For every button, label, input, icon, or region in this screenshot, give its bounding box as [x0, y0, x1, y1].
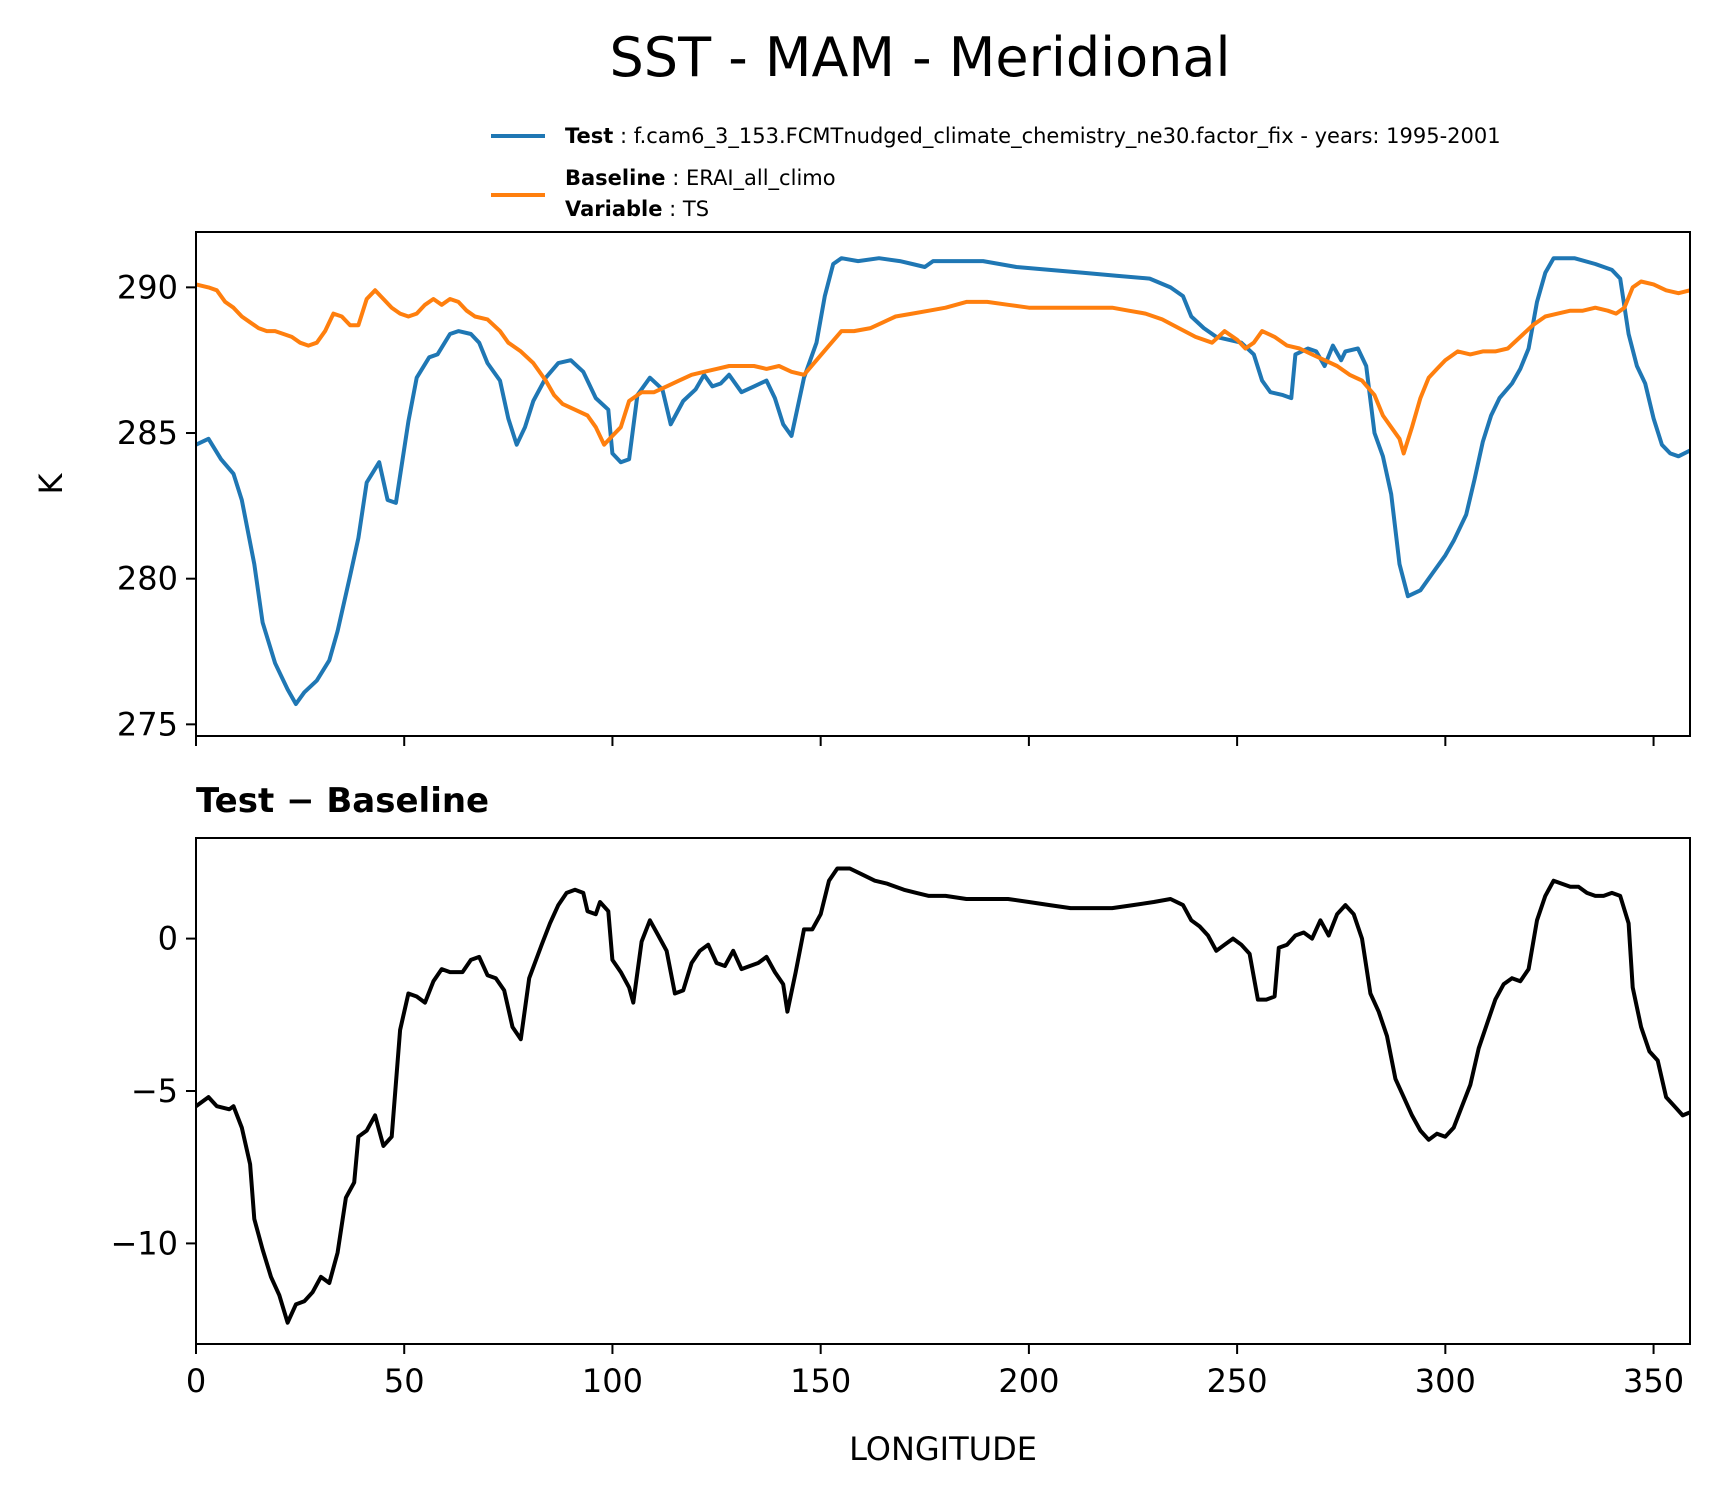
- bottom-x-tick-label: 200: [998, 1362, 1059, 1400]
- bottom-panel-title: Test − Baseline: [196, 781, 489, 821]
- legend-test-sep: :: [613, 124, 633, 148]
- legend-test-entry: Test : f.cam6_3_153.FCMTnudged_climate_c…: [565, 124, 1501, 149]
- bottom-x-tick-label: 300: [1415, 1362, 1476, 1400]
- top-panel: 275 280 285 290 K: [32, 231, 1691, 746]
- bottom-y-tick-label: −10: [110, 1224, 178, 1262]
- legend-variable-sep: :: [662, 197, 682, 221]
- top-y-tick-label: 290: [117, 268, 178, 306]
- bottom-y-ticks: −10 −5 0: [110, 920, 196, 1262]
- legend-baseline-sep: :: [666, 166, 686, 190]
- legend-variable-label: Variable: [565, 197, 662, 221]
- legend-baseline-entry: Baseline : ERAI_all_climo: [565, 166, 836, 191]
- bottom-panel: Test − Baseline −10 −5 0 0 50 100 150 200 250 30…: [110, 781, 1691, 1468]
- bottom-series-line-diff: [196, 866, 1690, 1325]
- bottom-x-tick-label: 350: [1623, 1362, 1684, 1400]
- top-x-ticks: [195, 736, 1655, 746]
- bottom-y-tick-label: 0: [158, 920, 178, 958]
- legend-test-label: Test: [565, 124, 613, 148]
- top-y-tick-label: 285: [117, 414, 178, 452]
- legend-baseline-label: Baseline: [565, 166, 666, 190]
- legend: Test : f.cam6_3_153.FCMTnudged_climate_c…: [491, 124, 1501, 221]
- top-axes-frame: [195, 231, 1691, 737]
- top-y-axis-label: K: [32, 472, 70, 494]
- legend-variable-entry: Variable : TS: [565, 197, 709, 221]
- top-series-line-baseline: [196, 279, 1690, 456]
- x-axis-label: LONGITUDE: [849, 1430, 1037, 1468]
- bottom-x-tick-label: 100: [582, 1362, 643, 1400]
- figure-title: SST - MAM - Meridional: [610, 26, 1231, 89]
- bottom-y-tick-label: −5: [131, 1072, 178, 1110]
- top-series-line-test: [196, 256, 1690, 706]
- legend-variable-value: TS: [682, 197, 709, 221]
- legend-test-value: f.cam6_3_153.FCMTnudged_climate_chemistr…: [634, 124, 1501, 149]
- bottom-x-tick-label: 50: [384, 1362, 425, 1400]
- bottom-x-tick-label: 0: [186, 1362, 206, 1400]
- top-y-tick-label: 280: [117, 560, 178, 598]
- bottom-x-tick-label: 250: [1207, 1362, 1268, 1400]
- top-y-ticks: 275 280 285 290: [117, 268, 196, 743]
- bottom-x-ticks: 0 50 100 150 200 250 300 350: [186, 1344, 1684, 1400]
- bottom-series-group: [196, 866, 1690, 1325]
- top-y-tick-label: 275: [117, 705, 178, 743]
- legend-baseline-value: ERAI_all_climo: [686, 166, 836, 191]
- top-series-group: [196, 256, 1690, 706]
- bottom-x-tick-label: 150: [790, 1362, 851, 1400]
